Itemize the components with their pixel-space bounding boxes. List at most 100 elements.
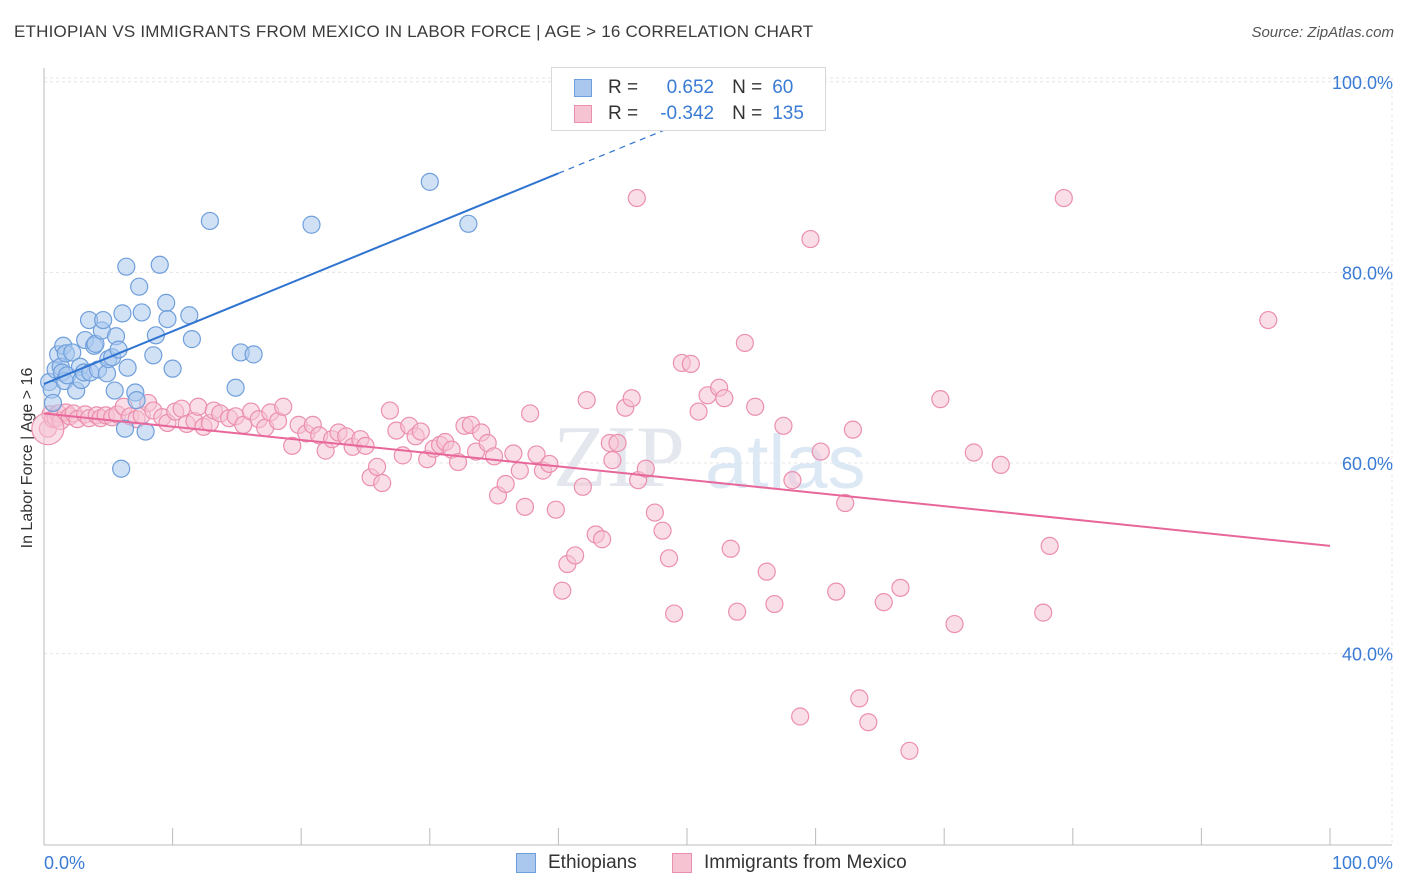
data-point-mexico — [715, 389, 734, 408]
data-point-mexico — [577, 391, 596, 410]
data-point-mexico — [659, 549, 679, 568]
legend-swatch-blue — [516, 853, 536, 873]
legend-n-value: 60 — [772, 77, 794, 98]
legend-r-value: -0.342 — [660, 103, 715, 124]
data-point-mexico — [553, 581, 572, 600]
legend-r-label: R = — [608, 103, 639, 124]
data-point-ethiopian — [150, 255, 169, 274]
legend-r-value: 0.652 — [666, 77, 715, 98]
y-tick-label: 40.0% — [1342, 645, 1393, 665]
legend-row-mexico: R = -0.342 N = 135 — [574, 102, 804, 126]
y-tick-label: 80.0% — [1342, 263, 1393, 283]
data-point-mexico — [735, 333, 754, 353]
data-point-mexico — [728, 602, 747, 621]
data-point-ethiopian — [105, 381, 124, 400]
data-point-mexico — [801, 229, 820, 249]
legend-row-ethiopians: R = 0.652 N = 60 — [574, 76, 793, 100]
data-point-mexico — [172, 399, 191, 418]
data-point-ethiopian — [43, 393, 63, 413]
data-point-ethiopian — [244, 345, 263, 364]
x-tick-label: 100.0% — [1332, 853, 1393, 873]
data-point-mexico — [593, 530, 612, 549]
data-point-ethiopian — [158, 309, 177, 329]
legend-swatch-pink — [672, 853, 692, 873]
data-point-ethiopian — [182, 330, 201, 349]
data-point-mexico — [665, 604, 684, 623]
data-point-mexico — [859, 713, 878, 732]
data-point-mexico — [283, 436, 302, 455]
data-point-mexico — [721, 539, 740, 558]
data-point-ethiopian — [136, 422, 155, 441]
data-point-ethiopian — [118, 358, 137, 377]
legend-label-ethiopians: Ethiopians — [548, 852, 637, 873]
stats-legend: R = 0.652 N = 60 R = -0.342 N = 135 — [551, 67, 826, 131]
legend-item-mexico: Immigrants from Mexico — [672, 852, 907, 874]
data-point-mexico — [603, 451, 622, 470]
chart-title: ETHIOPIAN VS IMMIGRANTS FROM MEXICO IN L… — [14, 22, 814, 41]
data-point-mexico — [964, 443, 983, 462]
data-point-mexico — [850, 689, 869, 708]
regression-line-ethiopians — [43, 172, 559, 385]
regression-line-mexico — [43, 412, 1331, 547]
data-point-mexico — [608, 433, 627, 453]
data-point-mexico — [515, 497, 535, 516]
data-point-mexico — [1034, 603, 1053, 622]
legend-item-ethiopians: Ethiopians — [516, 852, 637, 874]
data-point-mexico — [504, 444, 523, 463]
tick-labels: 40.0% 60.0% 80.0% 100.0% 0.0% 100.0% — [44, 73, 1393, 873]
data-point-mexico — [1040, 536, 1059, 556]
data-point-mexico — [566, 546, 585, 565]
data-point-mexico — [622, 389, 641, 408]
data-point-ethiopian — [63, 343, 82, 362]
data-point-ethiopian — [459, 214, 478, 233]
data-point-mexico — [373, 473, 392, 493]
source-credit: Source: ZipAtlas.com — [1251, 24, 1394, 41]
data-point-mexico — [411, 422, 430, 441]
data-point-mexico — [891, 578, 910, 597]
data-point-mexico — [627, 188, 646, 208]
data-point-ethiopian — [115, 419, 135, 438]
data-point-mexico — [991, 455, 1010, 475]
data-point-mexico — [765, 594, 784, 614]
legend-n-label: N = — [732, 77, 763, 98]
data-point-mexico — [485, 447, 504, 466]
data-point-mexico — [746, 397, 765, 416]
data-point-ethiopian — [127, 391, 146, 410]
data-point-mexico — [521, 404, 540, 423]
data-point-mexico — [1054, 188, 1073, 208]
series-ethiopians-points — [40, 172, 478, 478]
data-point-ethiopian — [163, 359, 182, 378]
data-point-mexico — [791, 707, 810, 726]
data-point-ethiopian — [144, 346, 163, 365]
data-point-mexico — [836, 493, 855, 513]
data-point-ethiopian — [132, 303, 151, 322]
legend-swatch-blue — [574, 79, 592, 97]
data-point-mexico — [448, 452, 468, 472]
data-point-ethiopian — [157, 293, 176, 312]
data-point-mexico — [757, 562, 776, 581]
data-point-mexico — [874, 593, 893, 612]
data-point-mexico — [783, 471, 802, 490]
data-point-mexico — [510, 461, 529, 480]
legend-swatch-pink — [574, 105, 592, 123]
data-point-ethiopian — [302, 215, 321, 234]
data-point-mexico — [843, 420, 862, 439]
data-point-mexico — [380, 401, 400, 420]
data-point-mexico — [1259, 310, 1278, 330]
data-point-ethiopian — [117, 257, 136, 276]
data-point-mexico — [496, 474, 515, 494]
y-tick-label: 60.0% — [1342, 454, 1393, 474]
data-point-mexico — [645, 503, 664, 522]
data-point-mexico — [774, 416, 793, 435]
data-point-mexico — [274, 397, 293, 416]
data-point-mexico — [900, 741, 919, 760]
data-point-mexico — [689, 402, 708, 421]
data-point-mexico — [31, 412, 65, 446]
data-point-mexico — [827, 582, 846, 601]
data-point-ethiopian — [226, 378, 245, 397]
legend-label-mexico: Immigrants from Mexico — [704, 852, 907, 873]
data-point-ethiopian — [420, 172, 439, 191]
data-point-mexico — [945, 614, 964, 634]
regression-lines — [43, 109, 1331, 547]
